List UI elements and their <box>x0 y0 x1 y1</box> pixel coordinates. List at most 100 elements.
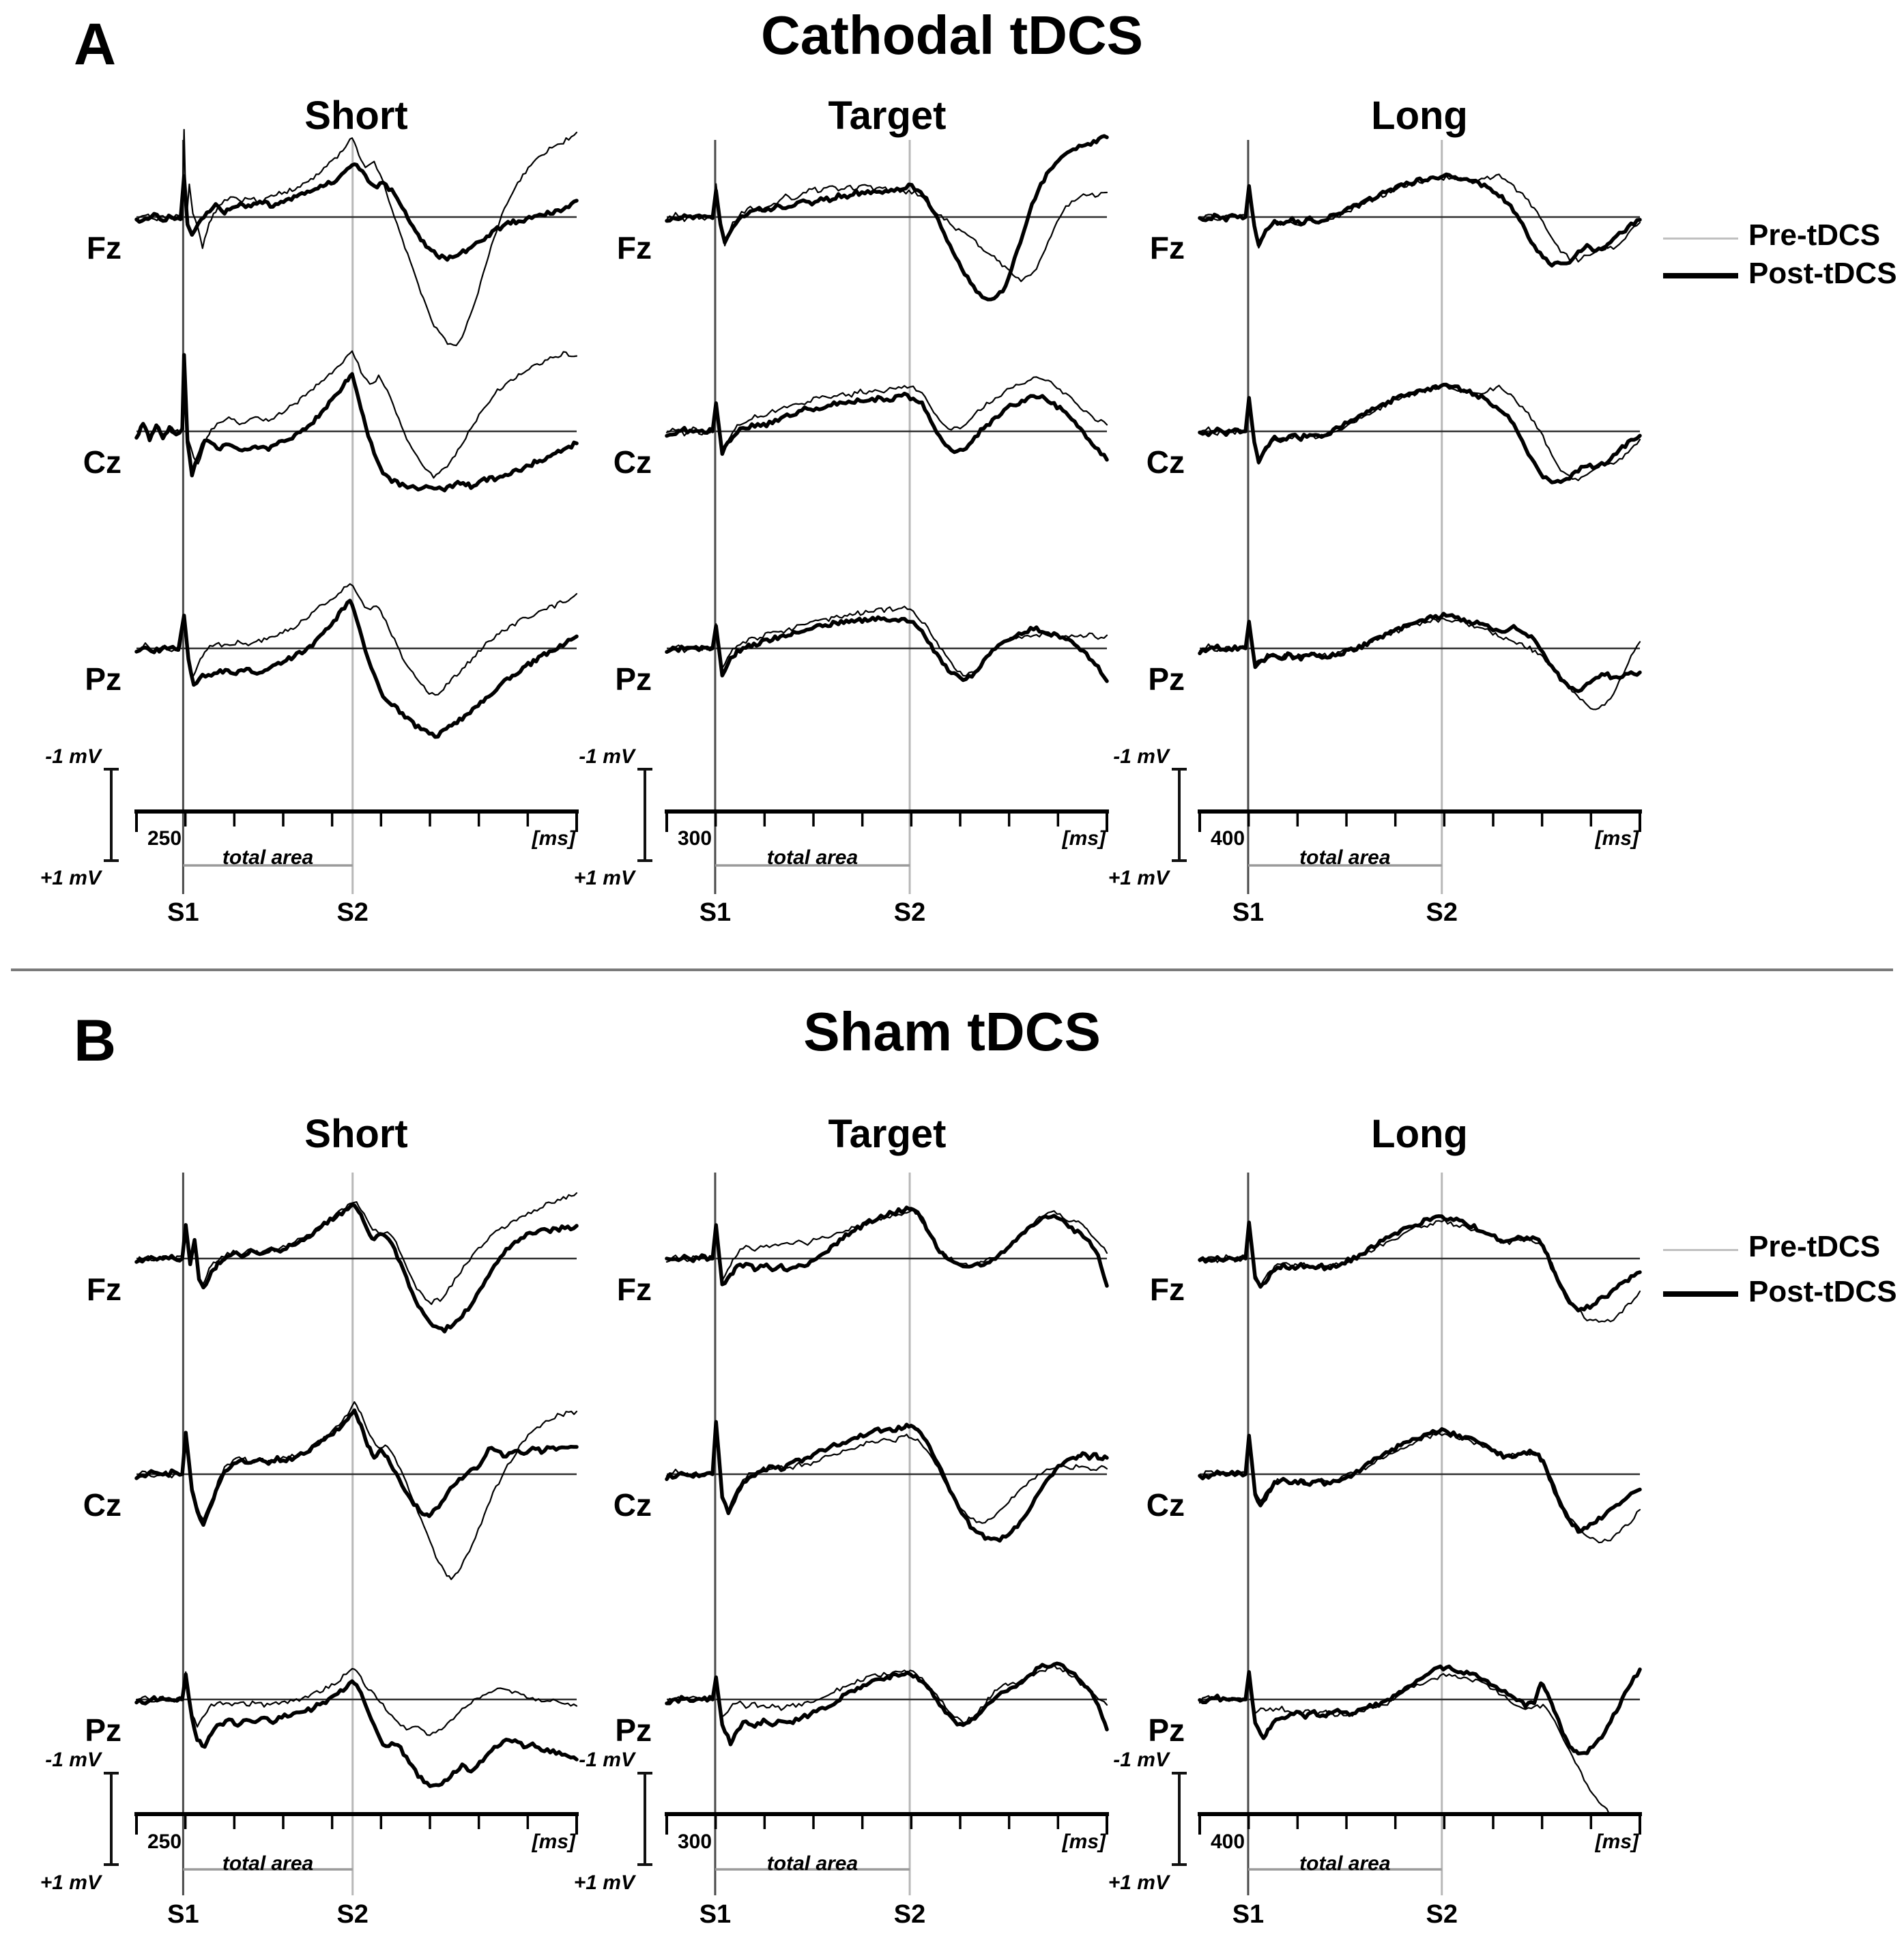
electrode-label: Cz <box>613 444 652 480</box>
column-header-long: Long <box>1371 1112 1468 1156</box>
scale-bar-bottom-label: +1 mV <box>1108 1871 1169 1894</box>
panel-label-b: B <box>74 1008 117 1074</box>
waveform-canvas-b <box>104 1173 1642 1895</box>
axis-unit-label: [ms] <box>1595 1830 1639 1853</box>
panel-sham: B Sham tDCS Short Target Long Pre-tDCS P… <box>0 972 1904 1939</box>
column-header-target: Target <box>828 1112 947 1156</box>
legend-pre-line-sample <box>1663 1249 1738 1251</box>
electrode-label: Pz <box>85 661 121 697</box>
scale-bar-top-label: -1 mV <box>1113 745 1169 768</box>
total-area-label: total area <box>222 1852 314 1875</box>
axis-unit-label: [ms] <box>1062 1830 1106 1853</box>
panel-cathodal: A Cathodal tDCS Short Target Long Pre-tD… <box>0 0 1904 967</box>
axis-origin-label: 250 <box>147 827 182 850</box>
scale-bar-top-label: -1 mV <box>45 1749 101 1771</box>
scale-bar-top-label: -1 mV <box>579 745 635 768</box>
panel-divider <box>11 968 1893 971</box>
pre-tdcs-trace <box>135 583 578 696</box>
post-tdcs-trace <box>134 353 579 493</box>
column-header-long: Long <box>1371 94 1468 138</box>
post-tdcs-trace <box>1198 382 1642 485</box>
pre-tdcs-trace <box>135 128 578 347</box>
scale-bar-bottom-label: +1 mV <box>573 1871 635 1894</box>
legend-post-label: Post-tDCS <box>1748 257 1897 290</box>
electrode-label: Fz <box>86 230 121 265</box>
column-header-short: Short <box>304 94 408 138</box>
pre-tdcs-trace <box>1198 173 1641 263</box>
total-area-label: total area <box>222 846 314 869</box>
post-tdcs-trace <box>1198 1664 1642 1756</box>
column-header-target: Target <box>828 94 947 138</box>
s1-marker-label: S1 <box>699 1900 732 1929</box>
axis-origin-label: 250 <box>147 1830 182 1853</box>
waveform-canvas-a <box>104 128 1642 894</box>
post-tdcs-trace <box>134 1408 579 1527</box>
post-tdcs-trace <box>134 599 579 739</box>
scale-bar-top-label: -1 mV <box>45 745 101 768</box>
s2-marker-label: S2 <box>1426 898 1458 927</box>
total-area-label: total area <box>1299 1852 1391 1875</box>
electrode-label: Pz <box>615 661 652 697</box>
legend-post-line-sample <box>1663 273 1738 278</box>
scale-bar-bottom-label: +1 mV <box>40 1871 101 1894</box>
post-tdcs-trace <box>665 391 1109 462</box>
electrode-label: Fz <box>1149 1272 1185 1307</box>
post-tdcs-trace <box>1198 612 1642 693</box>
electrode-label: Pz <box>615 1712 652 1748</box>
axis-unit-label: [ms] <box>1595 827 1639 850</box>
electrode-label: Cz <box>1146 444 1185 480</box>
legend-pre-label: Pre-tDCS <box>1748 218 1881 252</box>
axis-unit-label: [ms] <box>532 827 575 850</box>
s1-marker-label: S1 <box>1232 1900 1265 1929</box>
post-tdcs-trace <box>665 1661 1109 1747</box>
axis-origin-label: 400 <box>1211 827 1245 850</box>
electrode-label: Cz <box>83 444 121 480</box>
legend-pre-line-sample <box>1663 238 1738 240</box>
pre-tdcs-trace <box>665 1664 1108 1724</box>
s1-marker-label: S1 <box>167 898 199 927</box>
axis-origin-label: 400 <box>1211 1830 1245 1853</box>
s2-marker-label: S2 <box>336 898 369 927</box>
electrode-label: Pz <box>1148 661 1185 697</box>
pre-tdcs-trace <box>1198 618 1641 710</box>
post-tdcs-trace <box>134 162 579 262</box>
electrode-label: Fz <box>1149 230 1185 265</box>
legend-post-label: Post-tDCS <box>1748 1275 1897 1308</box>
electrode-label: Fz <box>616 1272 652 1307</box>
scale-bar-bottom-label: +1 mV <box>573 867 635 889</box>
electrode-label: Cz <box>613 1487 652 1523</box>
total-area-label: total area <box>766 1852 859 1875</box>
column-header-short: Short <box>304 1112 408 1156</box>
scale-bar-bottom-label: +1 mV <box>40 867 101 889</box>
axis-unit-label: [ms] <box>1062 827 1106 850</box>
panel-title-cathodal: Cathodal tDCS <box>761 5 1143 66</box>
pre-tdcs-trace <box>665 183 1108 283</box>
pre-tdcs-trace <box>135 1667 578 1736</box>
pre-tdcs-trace <box>135 350 578 479</box>
electrode-label: Fz <box>616 230 652 265</box>
post-tdcs-trace <box>665 134 1109 302</box>
post-tdcs-trace <box>134 1203 579 1334</box>
panel-title-sham: Sham tDCS <box>803 1001 1101 1062</box>
electrode-label: Pz <box>1148 1712 1185 1748</box>
post-tdcs-trace <box>1198 172 1642 268</box>
legend-post-line-sample <box>1663 1291 1738 1297</box>
electrode-label: Fz <box>86 1272 121 1307</box>
s2-marker-label: S2 <box>1426 1900 1458 1929</box>
electrode-label: Cz <box>1146 1487 1185 1523</box>
pre-tdcs-trace <box>665 376 1108 454</box>
axis-origin-label: 300 <box>678 827 712 850</box>
s1-marker-label: S1 <box>167 1900 199 1929</box>
scale-bar-bottom-label: +1 mV <box>1108 867 1169 889</box>
scale-bar-top-label: -1 mV <box>579 1749 635 1771</box>
pre-tdcs-trace <box>1198 384 1641 481</box>
post-tdcs-trace <box>1198 1214 1642 1312</box>
s1-marker-label: S1 <box>699 898 732 927</box>
post-tdcs-trace <box>665 1205 1109 1288</box>
post-tdcs-trace <box>1198 1427 1642 1534</box>
s2-marker-label: S2 <box>336 1900 369 1929</box>
s1-marker-label: S1 <box>1232 898 1265 927</box>
scale-bar-top-label: -1 mV <box>1113 1749 1169 1771</box>
pre-tdcs-trace <box>135 1192 578 1306</box>
pre-tdcs-trace <box>665 605 1108 677</box>
